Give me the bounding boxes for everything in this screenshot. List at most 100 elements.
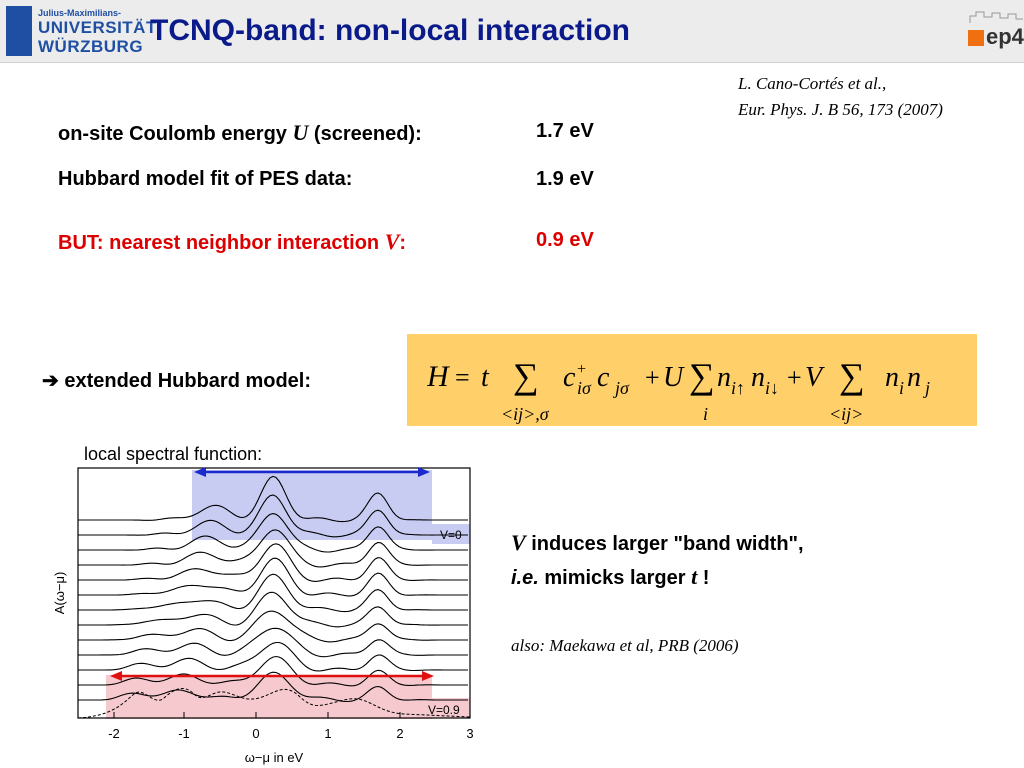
svg-text:H: H bbox=[427, 360, 451, 393]
y-axis-label: A(ω−μ) bbox=[52, 572, 67, 615]
note-end: ! bbox=[697, 567, 710, 589]
reference-authors: L. Cano-Cortés et al., bbox=[738, 74, 887, 93]
logo-small-text: Julius-Maximilians- bbox=[38, 8, 122, 18]
arrow-right-icon bbox=[422, 671, 434, 681]
note-text: induces larger "band width", bbox=[525, 533, 804, 555]
spectral-curves bbox=[78, 475, 468, 703]
param-row-onsite: on-site Coulomb energy U (screened): bbox=[58, 120, 422, 146]
logo-line-2: WÜRZBURG bbox=[38, 37, 144, 56]
spectral-curve bbox=[78, 591, 468, 628]
svg-text:∑: ∑ bbox=[513, 356, 539, 396]
param-symbol: V bbox=[384, 229, 400, 254]
x-tick-label: 2 bbox=[396, 726, 403, 741]
x-tick-label: 0 bbox=[252, 726, 259, 741]
spectral-curve bbox=[78, 671, 468, 703]
band-highlight-pink bbox=[106, 675, 432, 719]
logo-mark-icon bbox=[6, 6, 32, 56]
also-reference: also: Maekawa et al, PRB (2006) bbox=[511, 636, 739, 655]
spectral-curve bbox=[78, 529, 468, 568]
svg-text:j: j bbox=[923, 378, 930, 398]
university-logo: Julius-Maximilians- UNIVERSITÄT WÜRZBURG bbox=[6, 6, 156, 56]
param-label-post: : bbox=[399, 232, 407, 254]
spectral-curve bbox=[78, 627, 468, 658]
spectral-curve bbox=[78, 475, 468, 523]
spectral-curve bbox=[78, 655, 468, 687]
header-bar: Julius-Maximilians- UNIVERSITÄT WÜRZBURG… bbox=[0, 0, 1024, 63]
svg-text:t: t bbox=[481, 362, 490, 393]
param-label: on-site Coulomb energy bbox=[58, 123, 293, 145]
svg-text:jσ: jσ bbox=[613, 378, 630, 398]
x-tick-label: -2 bbox=[108, 726, 120, 741]
svg-text:+: + bbox=[645, 363, 660, 392]
arrow-right-icon: ➔ bbox=[42, 370, 59, 392]
svg-text:+: + bbox=[577, 361, 586, 378]
x-axis-label: ω−μ in eV bbox=[245, 750, 304, 765]
tag-v09: V=0.9 bbox=[428, 703, 460, 717]
svg-text:n: n bbox=[717, 362, 731, 393]
spectral-curve bbox=[78, 610, 468, 643]
svg-text:c: c bbox=[597, 362, 610, 393]
tag-v0: V=0 bbox=[440, 528, 462, 542]
param-row-fit: Hubbard model fit of PES data: bbox=[58, 168, 352, 191]
arrow-left-icon bbox=[110, 671, 122, 681]
svg-text:i: i bbox=[703, 404, 708, 424]
spectral-function-plot: V=0 V=0.9 -2 -1 0 1 2 3 ω−μ in eV A(ω−μ) bbox=[52, 467, 474, 765]
spectral-curve bbox=[78, 557, 468, 597]
svg-text:=: = bbox=[455, 363, 470, 392]
ep4-logo: ep4 bbox=[968, 10, 1024, 58]
note-line-2: i.e. mimicks larger t ! bbox=[511, 564, 709, 590]
slide-title: TCNQ-band: non-local interaction bbox=[150, 14, 630, 47]
spectral-label: local spectral function: bbox=[84, 444, 263, 464]
svg-text:∑: ∑ bbox=[839, 356, 865, 396]
note-text: mimicks larger bbox=[538, 567, 692, 589]
x-tick-label: 3 bbox=[466, 726, 473, 741]
svg-text:i↑: i↑ bbox=[731, 378, 745, 398]
tag-bg-pink bbox=[432, 698, 470, 718]
svg-text:V: V bbox=[805, 362, 825, 393]
svg-text:n: n bbox=[751, 362, 765, 393]
spectral-curve bbox=[78, 573, 468, 613]
param-symbol: U bbox=[292, 120, 309, 145]
plot-frame bbox=[77, 467, 471, 719]
logo-line-1: UNIVERSITÄT bbox=[38, 18, 157, 37]
spectral-curve bbox=[78, 494, 468, 538]
tag-bg-blue bbox=[432, 524, 470, 544]
spectral-curve bbox=[78, 543, 468, 582]
ep4-text: ep4 bbox=[986, 24, 1024, 49]
svg-text:+: + bbox=[787, 363, 802, 392]
param-value-neighbor: 0.9 eV bbox=[536, 229, 594, 251]
ep4-square-icon bbox=[968, 30, 984, 46]
svg-text:iσ: iσ bbox=[577, 378, 592, 398]
note-ie: i.e. bbox=[511, 567, 539, 589]
hamiltonian-formula-box: H = t ∑ <ij>,σ c + iσ c jσ + U ∑ i n i↑ … bbox=[407, 334, 977, 426]
param-label-post: (screened): bbox=[308, 123, 422, 145]
model-label-text: extended Hubbard model: bbox=[64, 370, 312, 392]
reference-journal: Eur. Phys. J. B 56, 173 (2007) bbox=[738, 100, 943, 119]
hamiltonian-formula: H = t ∑ <ij>,σ c + iσ c jσ + U ∑ i n i↑ … bbox=[427, 356, 930, 424]
dashed-curve bbox=[77, 688, 471, 719]
svg-text:n: n bbox=[907, 362, 921, 393]
param-label: BUT: nearest neighbor interaction bbox=[58, 232, 385, 254]
spectral-curve bbox=[78, 641, 468, 672]
building-outline-icon bbox=[969, 11, 1023, 23]
param-value-fit: 1.9 eV bbox=[536, 168, 594, 190]
svg-text:c: c bbox=[563, 362, 576, 393]
svg-text:i: i bbox=[899, 378, 904, 398]
note-symbol-v: V bbox=[511, 530, 526, 555]
svg-text:<ij>,σ: <ij>,σ bbox=[501, 404, 550, 424]
arrow-left-icon bbox=[194, 467, 206, 477]
model-label: ➔ extended Hubbard model: bbox=[42, 368, 311, 393]
note-line-1: V induces larger "band width", bbox=[511, 530, 804, 556]
spectral-curve bbox=[78, 513, 468, 553]
param-value-onsite: 1.7 eV bbox=[536, 120, 594, 142]
svg-text:U: U bbox=[663, 362, 685, 393]
svg-text:n: n bbox=[885, 362, 899, 393]
param-label: Hubbard model fit of PES data: bbox=[58, 168, 353, 190]
arrow-right-icon bbox=[418, 467, 430, 477]
note-symbol-t: t bbox=[691, 564, 698, 589]
param-row-neighbor: BUT: nearest neighbor interaction V: bbox=[58, 229, 406, 255]
band-highlight-blue bbox=[192, 470, 432, 540]
x-tick-label: 1 bbox=[324, 726, 331, 741]
svg-text:<ij>: <ij> bbox=[829, 404, 863, 424]
x-tick-label: -1 bbox=[178, 726, 190, 741]
